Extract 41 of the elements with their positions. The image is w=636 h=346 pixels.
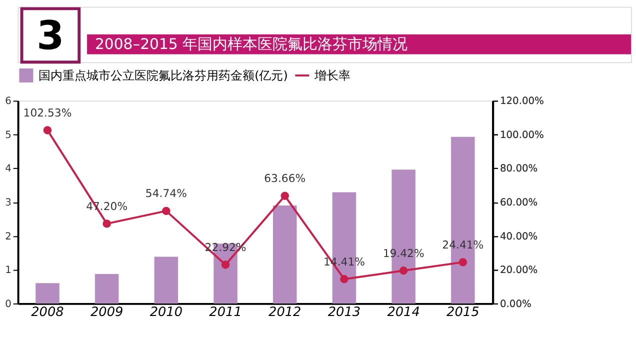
bar: [94, 274, 119, 304]
y2-tick-label: 60.00%: [500, 198, 538, 209]
y2-tick-label: 120.00%: [500, 96, 544, 108]
x-tick-label: 2015: [446, 304, 480, 320]
bar: [154, 256, 178, 304]
point: [340, 274, 348, 284]
x-tick-label: 2009: [90, 304, 124, 320]
point: [102, 220, 111, 228]
bar: [36, 283, 60, 304]
point: [458, 258, 468, 266]
data-label: 102.53%: [23, 106, 72, 120]
x-tick-label: 2011: [209, 304, 242, 320]
text: 3: [36, 13, 64, 60]
legend-label: 增长率: [314, 68, 351, 82]
y-tick-label: 1: [5, 265, 12, 276]
y-tick-label: 4: [5, 164, 12, 175]
point: [399, 266, 408, 275]
y-tick-label: 2: [5, 231, 12, 242]
y2-tick-label: 20.00%: [500, 265, 538, 276]
y-tick-label: 6: [5, 96, 12, 108]
y2-tick-label: 80.00%: [500, 164, 538, 175]
x-tick-label: 2012: [268, 304, 302, 320]
x-tick-label: 2008: [31, 304, 64, 320]
bar: [272, 205, 297, 304]
y2-tick-label: 40.00%: [500, 231, 538, 242]
y2-tick-label: 0.00%: [500, 298, 532, 310]
y-tick-label: 3: [5, 198, 12, 209]
data-label: 54.74%: [145, 187, 187, 200]
y-tick-label: 5: [5, 130, 12, 141]
point: [43, 126, 52, 134]
point: [221, 260, 230, 269]
point: [280, 192, 289, 200]
y2-tick-label: 100.00%: [500, 130, 544, 141]
data-label: 63.66%: [264, 172, 306, 186]
legend-label: 国内重点城市公立医院氟比洛芬用药金额(亿元): [38, 68, 288, 82]
x-tick-label: 2014: [387, 304, 420, 320]
chart-title: 2008–2015 年国内样本医院氟比洛芬市场情况: [94, 36, 408, 54]
point: [162, 206, 170, 216]
y-tick-label: 0: [5, 298, 12, 310]
x-tick-label: 2013: [328, 304, 361, 320]
x-tick-label: 2010: [150, 304, 183, 320]
